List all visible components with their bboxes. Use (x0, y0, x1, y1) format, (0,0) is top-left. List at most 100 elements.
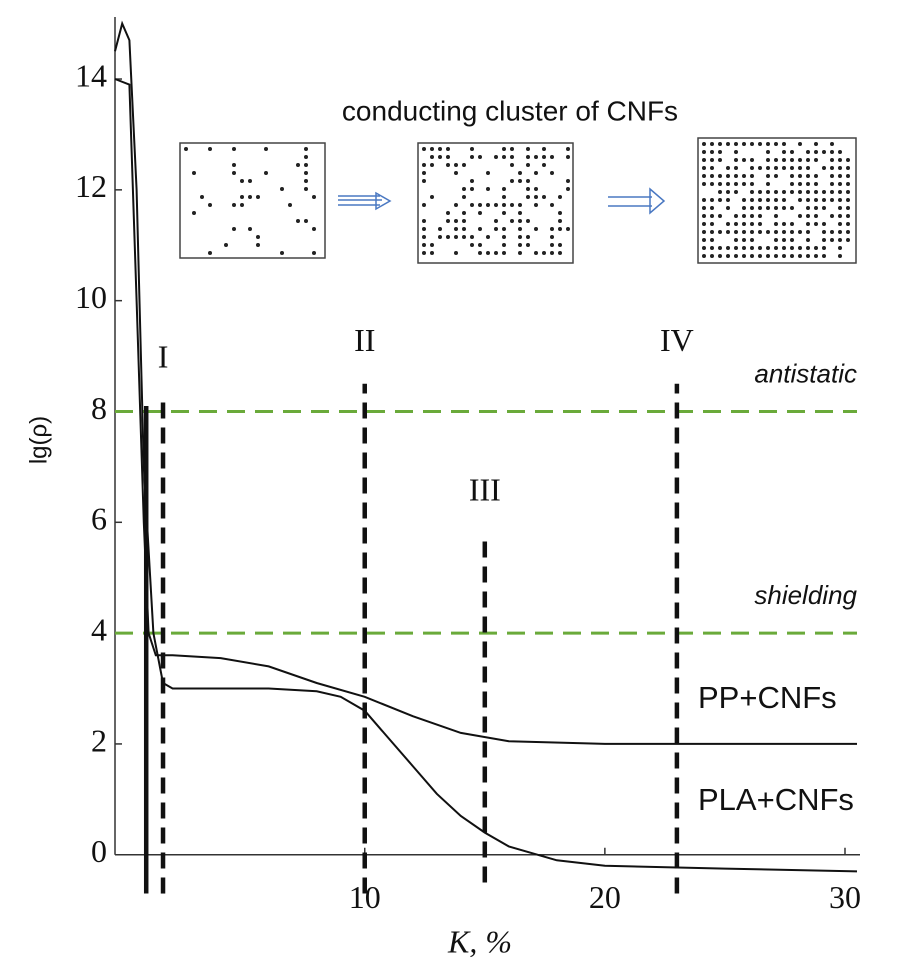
y-tick-label: 8 (91, 390, 107, 426)
cluster-dot (232, 227, 236, 231)
series-label: PLA+CNFs (698, 782, 854, 817)
series-label: PP+CNFs (698, 680, 837, 715)
y-tick-label: 14 (75, 57, 107, 93)
cluster-dot (542, 195, 546, 199)
cluster-dot (462, 187, 466, 191)
y-tick-label: 10 (75, 279, 107, 315)
cluster-dot (726, 174, 730, 178)
cluster-dot (446, 147, 450, 151)
cluster-dot (486, 187, 490, 191)
cluster-dot (774, 158, 778, 162)
cluster-dot (798, 166, 802, 170)
cluster-dot (734, 214, 738, 218)
cluster-dot (454, 219, 458, 223)
cluster-dot (702, 230, 706, 234)
cluster-dot (526, 179, 530, 183)
cluster-dot (296, 163, 300, 167)
cluster-dot (734, 222, 738, 226)
cluster-dot (510, 163, 514, 167)
cluster-dot (734, 190, 738, 194)
x-axis-label: K, % (447, 923, 512, 959)
cluster-dot (430, 163, 434, 167)
cluster-dot (702, 198, 706, 202)
y-tick-label: 12 (75, 168, 107, 204)
cluster-dot (822, 254, 826, 258)
cluster-dot (526, 195, 530, 199)
cluster-dot (550, 243, 554, 247)
cluster-dot (758, 230, 762, 234)
cluster-dot (782, 254, 786, 258)
arrow (338, 191, 392, 211)
cluster-dot (454, 227, 458, 231)
cluster-dot (838, 166, 842, 170)
cluster-dot (742, 142, 746, 146)
cluster-dot (822, 166, 826, 170)
cluster-dot (822, 190, 826, 194)
cluster-dot (518, 251, 522, 255)
cluster-dot (806, 158, 810, 162)
cluster-dot (446, 219, 450, 223)
cluster-dot (534, 155, 538, 159)
cluster-dot (478, 251, 482, 255)
cluster-dot (782, 150, 786, 154)
cluster-dot (806, 254, 810, 258)
cluster-dot (822, 206, 826, 210)
cluster-dot (550, 203, 554, 207)
cluster-dot (750, 166, 754, 170)
cluster-dot (446, 155, 450, 159)
cluster-dot (710, 142, 714, 146)
cluster-dot (526, 235, 530, 239)
cluster-dot (422, 147, 426, 151)
cluster-dot (798, 214, 802, 218)
cluster-dot (446, 211, 450, 215)
cluster-dot (734, 158, 738, 162)
cluster-dot (558, 251, 562, 255)
cluster-dot (710, 214, 714, 218)
cluster-dot (790, 190, 794, 194)
cluster-dot (830, 142, 834, 146)
cluster-dot (518, 211, 522, 215)
cluster-dot (200, 195, 204, 199)
cluster-dot (830, 190, 834, 194)
cluster-dot (798, 142, 802, 146)
cluster-dot (742, 238, 746, 242)
cluster-dot (502, 251, 506, 255)
cluster-dot (232, 163, 236, 167)
cluster-dot (806, 230, 810, 234)
cluster-dot (814, 254, 818, 258)
cluster-dot (558, 227, 562, 231)
cluster-dot (430, 147, 434, 151)
cluster-dot (806, 246, 810, 250)
cluster-dot (566, 147, 570, 151)
cluster-dot (750, 214, 754, 218)
cluster-dot (718, 230, 722, 234)
cluster-dot (798, 198, 802, 202)
cluster-box (179, 142, 326, 259)
cluster-dot (430, 243, 434, 247)
cluster-dot (782, 206, 786, 210)
cluster-dot (726, 166, 730, 170)
cluster-dot (702, 150, 706, 154)
cluster-dot (822, 150, 826, 154)
cluster-dot (240, 195, 244, 199)
series-line (114, 20, 858, 873)
cluster-dot (566, 179, 570, 183)
cluster-dot (702, 174, 706, 178)
phase-label: I (158, 339, 169, 375)
cluster-dot (846, 230, 850, 234)
cluster-dot (758, 190, 762, 194)
cluster-dot (304, 179, 308, 183)
cluster-dot (766, 254, 770, 258)
cluster-dot (750, 190, 754, 194)
cluster-dot (846, 182, 850, 186)
cluster-dot (422, 251, 426, 255)
cluster-dot (782, 190, 786, 194)
cluster-dot (750, 142, 754, 146)
inset (179, 137, 857, 264)
cluster-dot (526, 219, 530, 223)
cluster-dot (766, 142, 770, 146)
cluster-dot (814, 222, 818, 226)
cluster-dot (710, 182, 714, 186)
cluster-dot (502, 243, 506, 247)
cluster-dot (232, 203, 236, 207)
